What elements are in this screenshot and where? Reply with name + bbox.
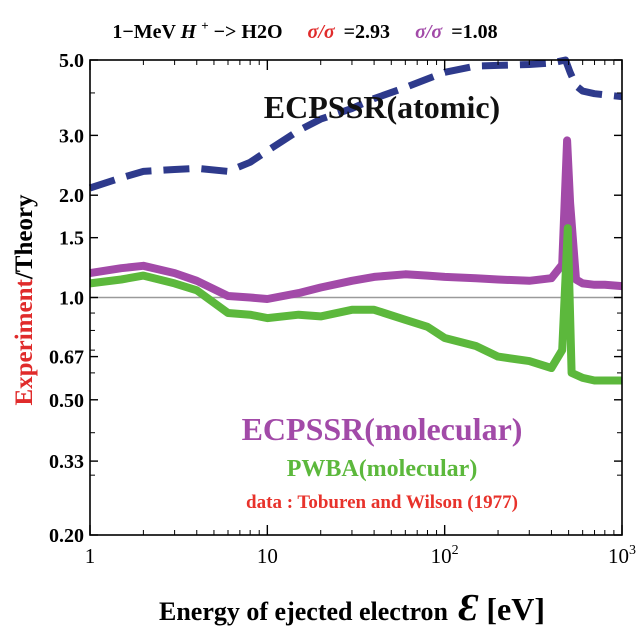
title-ion: H [180, 21, 198, 43]
y-tick-label: 3.0 [59, 125, 84, 147]
y-tick-label: 0.67 [49, 347, 84, 369]
y-axis-label: Experiment/Theory [11, 194, 38, 406]
series-layer [88, 56, 623, 385]
series-line-pwba-molecular [89, 224, 622, 385]
title-ratio1-label: σ/σ [308, 21, 336, 43]
y-tick-label: 0.50 [49, 390, 84, 412]
y-tick-label: 2.0 [59, 185, 84, 207]
chart-title: 1−MeV H + −> H2O σ/σ =2.93 σ/σ =1.08 [112, 13, 497, 43]
x-tick-label: 102 [431, 543, 459, 568]
annotation-ecpssr-atomic: ECPSSR(atomic) [264, 89, 500, 125]
ticks-layer: 0.20 0.33 0.50 0.67 1.0 1.5 2.0 3.0 5.0 1 10 102 103 [49, 50, 636, 568]
title-prefix: 1−MeV [112, 21, 180, 43]
x-tick-label: 103 [608, 543, 636, 568]
y-tick-label: 5.0 [59, 50, 84, 72]
x-axis-label: Energy of ejected electron Ɛ [eV] [159, 587, 545, 629]
x-axis-label-symbol: Ɛ [459, 587, 479, 629]
y-axis-label-part2: /Theory [11, 194, 38, 280]
y-tick-label: 0.20 [49, 525, 84, 547]
series-line-ecpssr-molecular [89, 136, 623, 303]
series-line-ecpssr-atomic [88, 56, 623, 192]
title-ratio2-label: σ/σ [415, 21, 443, 43]
y-axis-label-part1: Experiment [11, 279, 38, 406]
y-tick-label: 1.5 [59, 228, 84, 250]
annotation-pwba-molecular: PWBA(molecular) [287, 456, 478, 482]
x-tick-label: 1 [85, 544, 96, 568]
x-tick-label: 10 [257, 544, 278, 568]
x-axis-label-text: Energy of ejected electron [159, 597, 449, 626]
plot-area: 0.20 0.33 0.50 0.67 1.0 1.5 2.0 3.0 5.0 1 10 102 103 [49, 50, 636, 568]
title-arrow-target: −> H2O [214, 21, 283, 43]
title-ion-sup: + [201, 18, 208, 33]
title-ratio2-value: =1.08 [451, 21, 497, 43]
y-tick-label: 1.0 [59, 288, 84, 310]
x-axis-label-unit: [eV] [486, 591, 545, 627]
annotation-ecpssr-molecular: ECPSSR(molecular) [242, 411, 523, 447]
title-ratio1-value: =2.93 [344, 21, 390, 43]
annotation-data-source: data : Toburen and Wilson (1977) [246, 492, 518, 513]
y-tick-label: 0.33 [49, 451, 84, 473]
